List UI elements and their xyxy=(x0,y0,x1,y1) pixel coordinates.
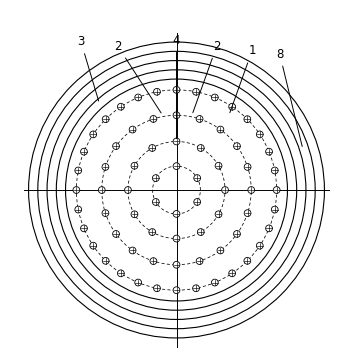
Circle shape xyxy=(154,285,160,292)
Circle shape xyxy=(211,94,218,101)
Circle shape xyxy=(129,247,136,254)
Circle shape xyxy=(125,187,131,194)
Circle shape xyxy=(113,230,119,237)
Circle shape xyxy=(256,131,263,138)
Circle shape xyxy=(273,187,280,194)
Circle shape xyxy=(193,88,199,95)
Circle shape xyxy=(217,247,224,254)
Circle shape xyxy=(152,199,159,205)
Circle shape xyxy=(135,94,142,101)
Circle shape xyxy=(80,148,87,155)
Text: 3: 3 xyxy=(77,35,98,101)
Circle shape xyxy=(244,210,251,216)
Circle shape xyxy=(152,175,159,181)
Circle shape xyxy=(271,206,278,213)
Text: 1: 1 xyxy=(230,45,256,113)
Circle shape xyxy=(194,175,201,181)
Circle shape xyxy=(266,148,273,155)
Circle shape xyxy=(197,145,204,151)
Circle shape xyxy=(266,225,273,232)
Circle shape xyxy=(244,257,251,264)
Circle shape xyxy=(75,167,82,174)
Circle shape xyxy=(150,116,157,122)
Circle shape xyxy=(98,187,105,194)
Text: 4: 4 xyxy=(173,34,180,139)
Circle shape xyxy=(256,242,263,249)
Circle shape xyxy=(131,211,138,218)
Circle shape xyxy=(197,229,204,236)
Text: 2: 2 xyxy=(193,40,220,113)
Circle shape xyxy=(90,131,97,138)
Circle shape xyxy=(215,162,222,169)
Circle shape xyxy=(234,230,240,237)
Circle shape xyxy=(90,242,97,249)
Circle shape xyxy=(173,163,180,169)
Circle shape xyxy=(196,116,203,122)
Circle shape xyxy=(229,103,235,110)
Circle shape xyxy=(118,103,124,110)
Text: 2: 2 xyxy=(114,40,161,113)
Circle shape xyxy=(215,211,222,218)
Circle shape xyxy=(248,187,255,194)
Circle shape xyxy=(244,164,251,170)
Circle shape xyxy=(149,145,156,151)
Circle shape xyxy=(149,229,156,236)
Circle shape xyxy=(73,187,80,194)
Circle shape xyxy=(173,138,180,145)
Circle shape xyxy=(173,210,180,217)
Circle shape xyxy=(234,143,240,149)
Circle shape xyxy=(229,270,235,277)
Circle shape xyxy=(102,164,109,170)
Circle shape xyxy=(173,235,180,242)
Circle shape xyxy=(154,88,160,95)
Circle shape xyxy=(194,199,201,205)
Circle shape xyxy=(118,270,124,277)
Circle shape xyxy=(217,126,224,133)
Circle shape xyxy=(113,143,119,149)
Circle shape xyxy=(80,225,87,232)
Circle shape xyxy=(75,206,82,213)
Circle shape xyxy=(135,279,142,286)
Circle shape xyxy=(173,261,180,268)
Circle shape xyxy=(102,257,109,264)
Circle shape xyxy=(131,162,138,169)
Text: 8: 8 xyxy=(276,48,302,146)
Circle shape xyxy=(211,279,218,286)
Circle shape xyxy=(173,87,180,93)
Circle shape xyxy=(102,116,109,122)
Circle shape xyxy=(271,167,278,174)
Circle shape xyxy=(222,187,228,194)
Circle shape xyxy=(193,285,199,292)
Circle shape xyxy=(173,287,180,294)
Circle shape xyxy=(102,210,109,216)
Circle shape xyxy=(196,258,203,265)
Circle shape xyxy=(150,258,157,265)
Circle shape xyxy=(129,126,136,133)
Circle shape xyxy=(244,116,251,122)
Circle shape xyxy=(173,112,180,119)
